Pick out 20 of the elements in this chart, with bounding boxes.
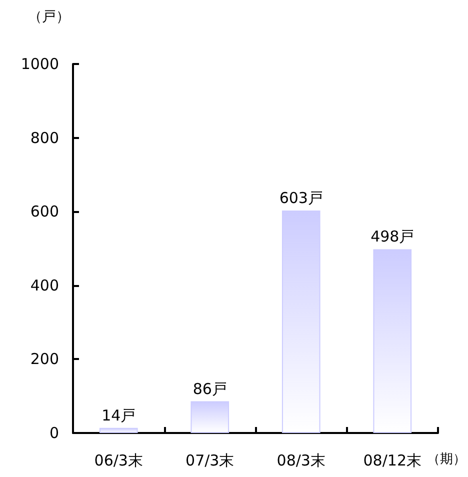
y-tick-label: 1000 — [20, 55, 59, 73]
x-tick-label: 08/3末 — [276, 452, 326, 470]
y-axis-title: （戸） — [28, 9, 70, 25]
y-tick-label: 800 — [30, 128, 59, 147]
bar — [99, 428, 138, 433]
data-label: 14戸 — [102, 406, 136, 424]
x-tick-label: 07/3末 — [186, 452, 234, 470]
data-label: 603戸 — [279, 188, 323, 207]
bar — [190, 401, 230, 433]
x-tick-label: 08/12末 — [363, 452, 422, 470]
x-tick-label: 06/3末 — [94, 452, 143, 470]
data-label: 498戸 — [370, 228, 414, 246]
y-tick-label: 0 — [49, 424, 59, 442]
bar — [282, 210, 320, 433]
y-tick-label: 200 — [30, 350, 59, 368]
bar — [373, 249, 412, 433]
data-label: 86戸 — [192, 380, 227, 398]
x-axis-title: （期） — [427, 452, 466, 467]
y-tick-label: 600 — [30, 202, 59, 221]
y-tick-label: 400 — [30, 276, 59, 294]
